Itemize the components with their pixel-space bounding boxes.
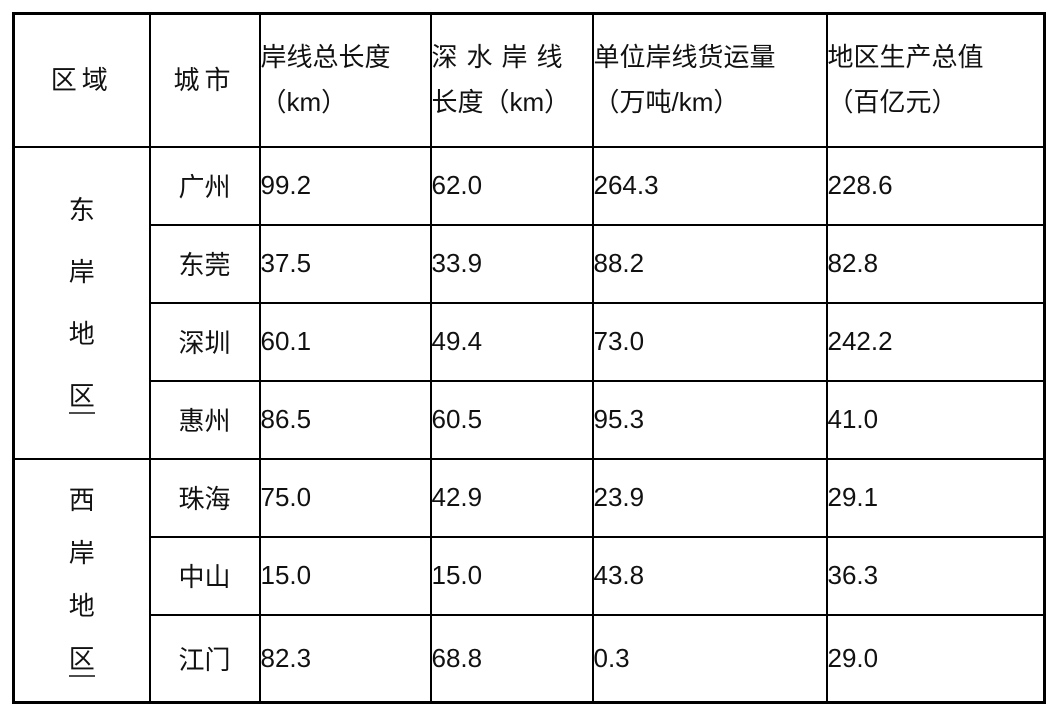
value-cell-deep: 15.0 [429, 535, 594, 616]
city-cell: 东莞 [148, 223, 261, 304]
value-cell-deep: 42.9 [429, 457, 594, 538]
column-header-city: 城市 [148, 12, 261, 148]
region-char: 岸 [68, 538, 95, 569]
region-char: 岸 [68, 256, 95, 287]
city-cell: 中山 [148, 535, 261, 616]
table-row: 西 岸 地 区 珠海 75.0 42.9 23.9 29.1 [12, 457, 1046, 704]
value-cell-gdp: 82.8 [825, 223, 1046, 304]
value-cell-deep: 68.8 [429, 613, 594, 704]
column-header-city-label: 城市 [173, 64, 236, 95]
city-cell: 广州 [148, 145, 261, 226]
value-cell-total: 75.0 [258, 457, 432, 538]
value-cell-freight: 43.8 [591, 535, 828, 616]
value-cell-deep: 62.0 [429, 145, 594, 226]
value-cell-gdp: 29.1 [825, 457, 1046, 538]
value-cell-gdp: 242.2 [825, 301, 1046, 382]
value-cell-freight: 23.9 [591, 457, 828, 538]
region-char: 地 [68, 318, 95, 349]
region-char: 东 [68, 194, 95, 225]
value-cell-gdp: 228.6 [825, 145, 1046, 226]
column-header-region: 区域 [12, 12, 151, 148]
value-cell-freight: 0.3 [591, 613, 828, 704]
value-cell-total: 60.1 [258, 301, 432, 382]
value-cell-freight: 264.3 [591, 145, 828, 226]
value-cell-total: 82.3 [258, 613, 432, 704]
value-cell-total: 37.5 [258, 223, 432, 304]
region-group-east-label: 东 岸 地 区 [12, 145, 151, 460]
city-cell: 珠海 [148, 457, 261, 538]
column-header-gdp: 地区生产总值 （百亿元） [825, 12, 1046, 148]
region-char: 西 [68, 485, 95, 516]
region-char: 地 [68, 591, 95, 622]
value-cell-deep: 33.9 [429, 223, 594, 304]
table-row: 惠州 86.5 60.5 95.3 41.0 [14, 379, 1046, 460]
table-row: 中山 15.0 15.0 43.8 36.3 [14, 535, 1046, 616]
value-cell-gdp: 36.3 [825, 535, 1046, 616]
value-cell-freight: 88.2 [591, 223, 828, 304]
column-header-total-length: 岸线总长度 （km） [258, 12, 432, 148]
data-table: 区域 城市 岸线总长度 （km） 深水岸线 长度（km） 单位岸线货运量 （万吨… [12, 12, 1046, 704]
column-header-region-label: 区域 [50, 64, 113, 95]
column-header-freight-per-unit: 单位岸线货运量 （万吨/km） [591, 12, 828, 148]
value-cell-freight: 73.0 [591, 301, 828, 382]
table-row: 江门 82.3 68.8 0.3 29.0 [14, 613, 1046, 704]
city-cell: 惠州 [148, 379, 261, 460]
value-cell-freight: 95.3 [591, 379, 828, 460]
value-cell-deep: 60.5 [429, 379, 594, 460]
table-row: 深圳 60.1 49.4 73.0 242.2 [14, 301, 1046, 382]
value-cell-gdp: 41.0 [825, 379, 1046, 460]
table-row: 东莞 37.5 33.9 88.2 82.8 [14, 223, 1046, 304]
region-char-underlined: 区 [68, 381, 95, 414]
header-row: 区域 城市 岸线总长度 （km） 深水岸线 长度（km） 单位岸线货运量 （万吨… [12, 12, 1046, 148]
value-cell-total: 99.2 [258, 145, 432, 226]
table-row: 东 岸 地 区 广州 99.2 62.0 264.3 228.6 [12, 145, 1046, 460]
value-cell-deep: 49.4 [429, 301, 594, 382]
city-cell: 江门 [148, 613, 261, 704]
region-group-west-label: 西 岸 地 区 [12, 457, 151, 704]
value-cell-gdp: 29.0 [825, 613, 1046, 704]
city-cell: 深圳 [148, 301, 261, 382]
value-cell-total: 15.0 [258, 535, 432, 616]
region-char-underlined: 区 [68, 644, 95, 678]
column-header-deepwater-length: 深水岸线 长度（km） [429, 12, 594, 148]
value-cell-total: 86.5 [258, 379, 432, 460]
